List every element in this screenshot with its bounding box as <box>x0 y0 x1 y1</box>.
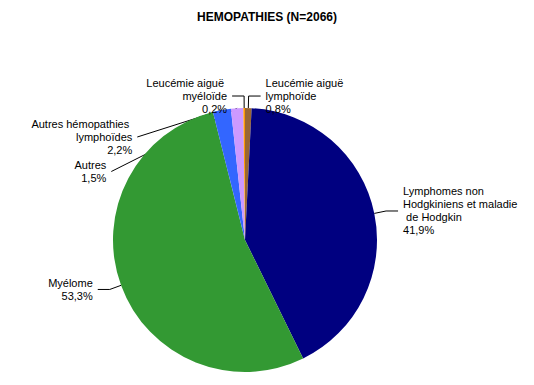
svg-text:Lymphomes non: Lymphomes non <box>403 185 487 197</box>
svg-text:Autres: Autres <box>75 159 107 171</box>
svg-text:0,2%: 0,2% <box>202 103 227 115</box>
svg-text:Myélome: Myélome <box>48 277 93 289</box>
svg-text:41,9%: 41,9% <box>403 224 434 236</box>
svg-text:lymphoïdes: lymphoïdes <box>76 131 133 143</box>
svg-text:lymphoïde: lymphoïde <box>266 90 317 102</box>
svg-text:53,3%: 53,3% <box>62 290 93 302</box>
svg-text:Hodgkiniens et maladie: Hodgkiniens et maladie <box>403 198 517 210</box>
svg-text:2,2%: 2,2% <box>107 144 132 156</box>
svg-text:myéloïde: myéloïde <box>182 90 227 102</box>
svg-text:Leucémie aiguë: Leucémie aiguë <box>266 77 347 89</box>
svg-text:HEMOPATHIES (N=2066): HEMOPATHIES (N=2066) <box>197 10 337 24</box>
svg-text:Autres hémopathies: Autres hémopathies <box>31 118 132 130</box>
svg-text:0,8%: 0,8% <box>266 103 291 115</box>
svg-text:Leucémie aiguë: Leucémie aiguë <box>146 77 227 89</box>
svg-text:1,5%: 1,5% <box>81 172 106 184</box>
svg-text:de Hodgkin: de Hodgkin <box>403 211 462 223</box>
